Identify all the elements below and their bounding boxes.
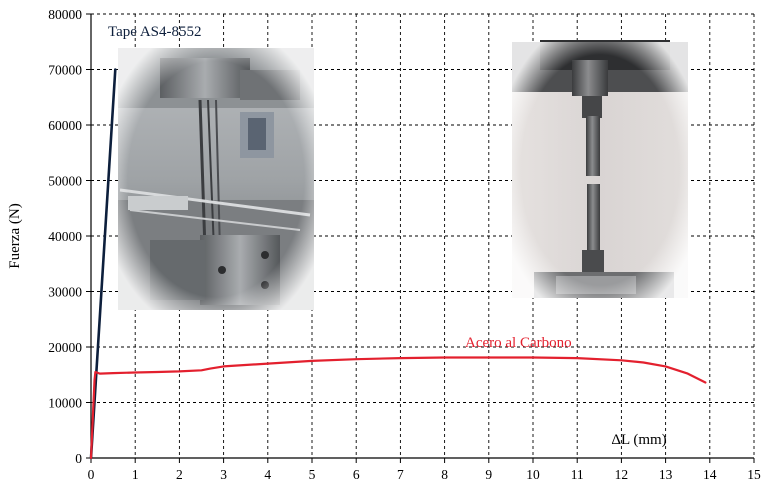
x-tick-label: 3: [220, 467, 227, 482]
x-tick-label: 2: [176, 467, 183, 482]
y-tick-label: 0: [75, 451, 82, 466]
x-tick-label: 10: [526, 467, 540, 482]
y-tick-label: 30000: [48, 285, 82, 300]
x-tick-label: 8: [441, 467, 448, 482]
y-tick-label: 20000: [48, 340, 82, 355]
x-tick-label: 13: [659, 467, 673, 482]
x-tick-label: 4: [264, 467, 271, 482]
labels: Fuerza (N) ΔL (mm) Tape AS4-8552 Acero a…: [7, 24, 667, 448]
series-label-tape: Tape AS4-8552: [108, 24, 202, 40]
y-tick-label: 70000: [48, 63, 82, 78]
photo-steel-specimen: [512, 40, 688, 298]
x-tick-label: 5: [309, 467, 316, 482]
y-tick-label: 80000: [48, 7, 82, 22]
photo-test-machine-tape: [118, 48, 314, 310]
y-tick-label: 60000: [48, 118, 82, 133]
y-tick-label: 40000: [48, 229, 82, 244]
x-tick-label: 6: [353, 467, 360, 482]
series-label-steel: Acero al Carbono: [465, 335, 572, 351]
axes: 0 1 2 3 4 5 6 7 8 9 10 11 12 13 14 15010000200003000040…: [48, 7, 761, 482]
y-axis-title: Fuerza (N): [7, 203, 23, 268]
series-line-tape: [89, 68, 117, 460]
x-tick-label: 7: [397, 467, 404, 482]
x-tick-label: 14: [703, 467, 717, 482]
x-tick-label: 9: [485, 467, 492, 482]
series-lines: [89, 68, 707, 460]
x-tick-label: 1: [132, 467, 139, 482]
y-tick-label: 10000: [48, 396, 82, 411]
x-tick-label: 12: [615, 467, 629, 482]
series-line-steel: [89, 356, 707, 460]
x-tick-label: 15: [747, 467, 761, 482]
x-axis-title: ΔL (mm): [611, 432, 666, 448]
x-tick-label: 11: [571, 467, 584, 482]
x-tick-label: 0: [88, 467, 95, 482]
y-tick-label: 50000: [48, 174, 82, 189]
